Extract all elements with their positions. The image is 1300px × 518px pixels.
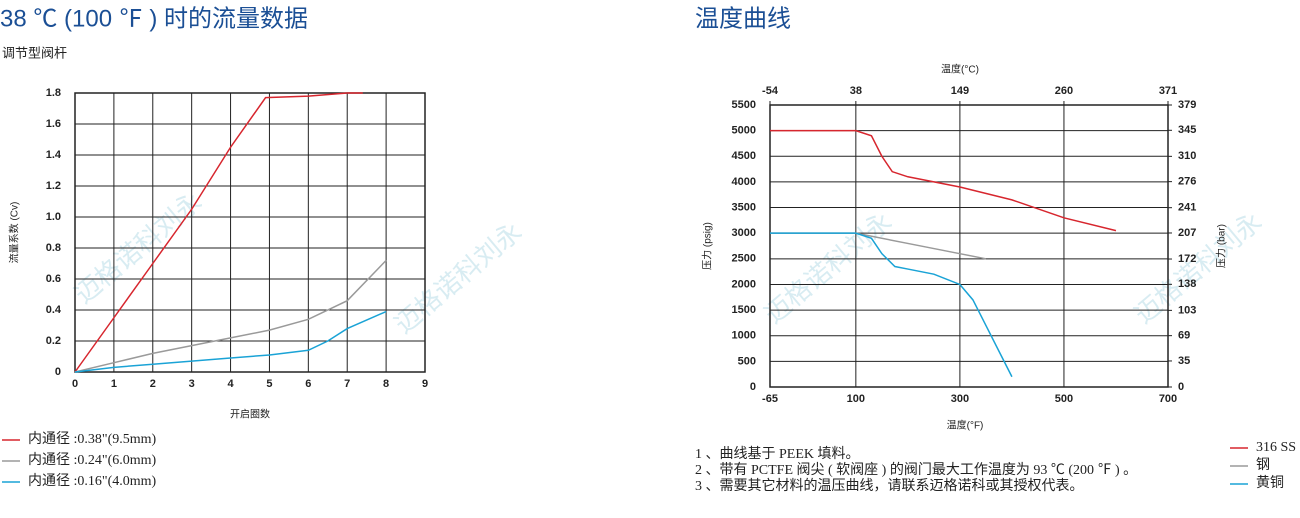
- y-tick-label: 1.6: [46, 118, 61, 130]
- x-tick-label: 700: [1159, 393, 1177, 405]
- y2-tick-label: 172: [1178, 253, 1196, 265]
- y-tick-label: 4000: [732, 176, 756, 188]
- series-line: [770, 232, 1013, 378]
- series-line: [770, 129, 1117, 232]
- x-tick-label: 7: [344, 378, 350, 390]
- y-tick-label: 500: [738, 355, 756, 367]
- watermark: 迈格诺科刘永: [389, 217, 527, 340]
- y2-tick-label: 276: [1178, 176, 1196, 188]
- note: 2 、带有 PCTFE 阀尖 ( 软阀座 ) 的阀门最大工作温度为 93 ℃ (…: [695, 462, 1137, 478]
- legend-label: 内通径 :0.16"(4.0mm): [28, 473, 157, 489]
- y-tick-label: 0.6: [46, 273, 61, 285]
- x2-tick-label: 260: [1055, 85, 1073, 97]
- x-tick-label: 0: [72, 378, 78, 390]
- plot-frame: [74, 92, 426, 373]
- y-axis-label: 压力 (psig): [701, 222, 714, 270]
- y-tick-label: 3000: [732, 227, 756, 239]
- y2-axis-label: 压力 (bar): [1215, 224, 1228, 268]
- y-tick-label: 0: [55, 366, 61, 378]
- y-axis-label: 流量系数 (Cv): [8, 202, 21, 264]
- y-tick-label: 1.0: [46, 211, 61, 223]
- x2-tick-label: 149: [951, 85, 969, 97]
- series-line: [74, 259, 387, 373]
- subtitle: 调节型阀杆: [2, 45, 67, 60]
- x-tick-label: 6: [305, 378, 311, 390]
- note: 3 、需要其它材料的温压曲线，请联系迈格诺科或其授权代表。: [695, 477, 1084, 494]
- plot-frame: [769, 104, 1169, 388]
- x2-tick-label: 38: [850, 85, 862, 97]
- x-tick-label: 9: [422, 378, 428, 390]
- y-tick-label: 1.2: [46, 180, 61, 192]
- x2-tick-label: 371: [1159, 85, 1177, 97]
- y2-tick-label: 310: [1178, 150, 1196, 162]
- x-tick-label: 4: [227, 378, 234, 390]
- y-tick-label: 0: [750, 381, 756, 393]
- y2-tick-label: 103: [1178, 304, 1196, 316]
- series-line: [74, 92, 363, 373]
- note: 1 、曲线基于 PEEK 填料。: [695, 445, 860, 462]
- y-tick-label: 1500: [732, 304, 756, 316]
- y2-tick-label: 0: [1178, 381, 1184, 393]
- y-tick-label: 2000: [732, 278, 756, 290]
- x2-axis-label: 温度(°C): [941, 63, 979, 76]
- x-axis-label: 开启圈数: [230, 408, 270, 421]
- x-tick-label: 100: [847, 393, 865, 405]
- y2-tick-label: 69: [1178, 330, 1190, 342]
- y-tick-label: 5500: [732, 99, 756, 111]
- y2-tick-label: 379: [1178, 99, 1196, 111]
- chart-title: 38 ℃ (100 ℉ ) 时的流量数据: [0, 5, 308, 32]
- x-axis-label: 温度(°F): [947, 419, 984, 432]
- x-tick-label: 500: [1055, 393, 1073, 405]
- legend-label: 内通径 :0.24"(6.0mm): [28, 452, 157, 468]
- y2-tick-label: 138: [1178, 278, 1196, 290]
- x2-tick-label: -54: [762, 85, 779, 97]
- series-line: [74, 310, 387, 373]
- y-tick-label: 1.4: [46, 149, 62, 161]
- y2-tick-label: 241: [1178, 202, 1196, 214]
- y2-tick-label: 207: [1178, 227, 1196, 239]
- y-tick-label: 1.8: [46, 87, 61, 99]
- legend-label: 钢: [1256, 457, 1270, 473]
- y2-tick-label: 35: [1178, 355, 1190, 367]
- y-tick-label: 0.4: [46, 304, 62, 316]
- legend-label: 内通径 :0.38"(9.5mm): [28, 431, 157, 447]
- y2-tick-label: 345: [1178, 124, 1196, 136]
- x-tick-label: 5: [266, 378, 272, 390]
- y-tick-label: 3500: [732, 201, 756, 213]
- watermark: 迈格诺科刘永: [759, 207, 897, 330]
- y-tick-label: 0.2: [46, 335, 61, 347]
- series-line: [770, 232, 987, 260]
- chart-title: 温度曲线: [695, 5, 791, 32]
- y-tick-label: 1000: [732, 330, 756, 342]
- x-tick-label: -65: [762, 393, 778, 405]
- x-tick-label: 1: [111, 378, 117, 390]
- y-tick-label: 0.8: [46, 242, 61, 254]
- legend-label: 316 SS: [1256, 440, 1296, 455]
- x-tick-label: 2: [150, 378, 156, 390]
- legend-label: 黄铜: [1256, 474, 1284, 491]
- x-tick-label: 8: [383, 378, 389, 390]
- x-tick-label: 300: [951, 393, 969, 405]
- y-tick-label: 4500: [732, 150, 756, 162]
- watermark: 迈格诺科刘永: [1129, 207, 1267, 330]
- y-tick-label: 2500: [732, 253, 756, 265]
- x-tick-label: 3: [189, 378, 195, 390]
- y-tick-label: 5000: [732, 125, 756, 137]
